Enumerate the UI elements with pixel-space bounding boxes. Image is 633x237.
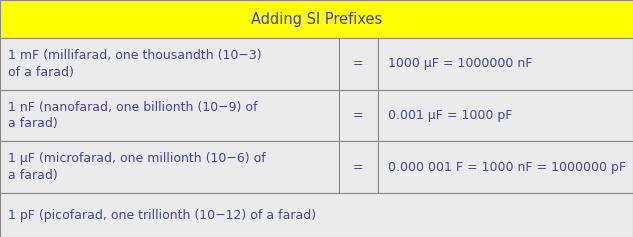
Text: 0.000 001 F = 1000 nF = 1000000 pF: 0.000 001 F = 1000 nF = 1000000 pF <box>388 161 626 174</box>
Text: 1 pF (picofarad, one trillionth (10−12) of a farad): 1 pF (picofarad, one trillionth (10−12) … <box>8 209 316 222</box>
Text: Adding SI Prefixes: Adding SI Prefixes <box>251 12 382 27</box>
Text: 1 mF (millifarad, one thousandth (10−3)
of a farad): 1 mF (millifarad, one thousandth (10−3) … <box>8 49 261 79</box>
Text: =: = <box>353 109 363 122</box>
Bar <box>0 0 633 38</box>
Bar <box>378 141 633 193</box>
Text: =: = <box>353 57 363 70</box>
Bar <box>0 90 339 141</box>
Text: 1 μF (microfarad, one millionth (10−6) of
a farad): 1 μF (microfarad, one millionth (10−6) o… <box>8 152 266 182</box>
Bar <box>0 141 339 193</box>
Text: 1 nF (nanofarad, one billionth (10−9) of
a farad): 1 nF (nanofarad, one billionth (10−9) of… <box>8 100 258 131</box>
Bar <box>339 90 378 141</box>
Bar <box>378 38 633 90</box>
Text: 1000 μF = 1000000 nF: 1000 μF = 1000000 nF <box>388 57 532 70</box>
Bar <box>0 38 339 90</box>
Bar <box>339 38 378 90</box>
Bar <box>339 141 378 193</box>
Text: 0.001 μF = 1000 pF: 0.001 μF = 1000 pF <box>388 109 512 122</box>
Bar <box>0 193 633 237</box>
Text: =: = <box>353 161 363 174</box>
Bar <box>378 90 633 141</box>
